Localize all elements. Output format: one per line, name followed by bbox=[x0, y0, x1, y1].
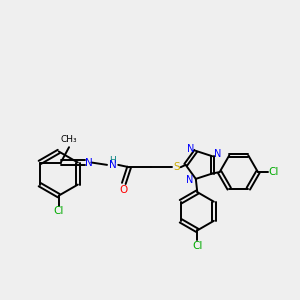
Text: Cl: Cl bbox=[53, 206, 64, 216]
Text: Cl: Cl bbox=[192, 241, 202, 251]
Text: N: N bbox=[187, 143, 194, 154]
Text: O: O bbox=[120, 185, 128, 195]
Text: Cl: Cl bbox=[268, 167, 278, 177]
Text: H: H bbox=[109, 156, 116, 165]
Text: N: N bbox=[186, 175, 194, 185]
Text: N: N bbox=[109, 160, 117, 170]
Text: CH₃: CH₃ bbox=[61, 135, 77, 144]
Text: N: N bbox=[85, 158, 93, 167]
Text: S: S bbox=[173, 162, 180, 172]
Text: N: N bbox=[214, 149, 221, 159]
